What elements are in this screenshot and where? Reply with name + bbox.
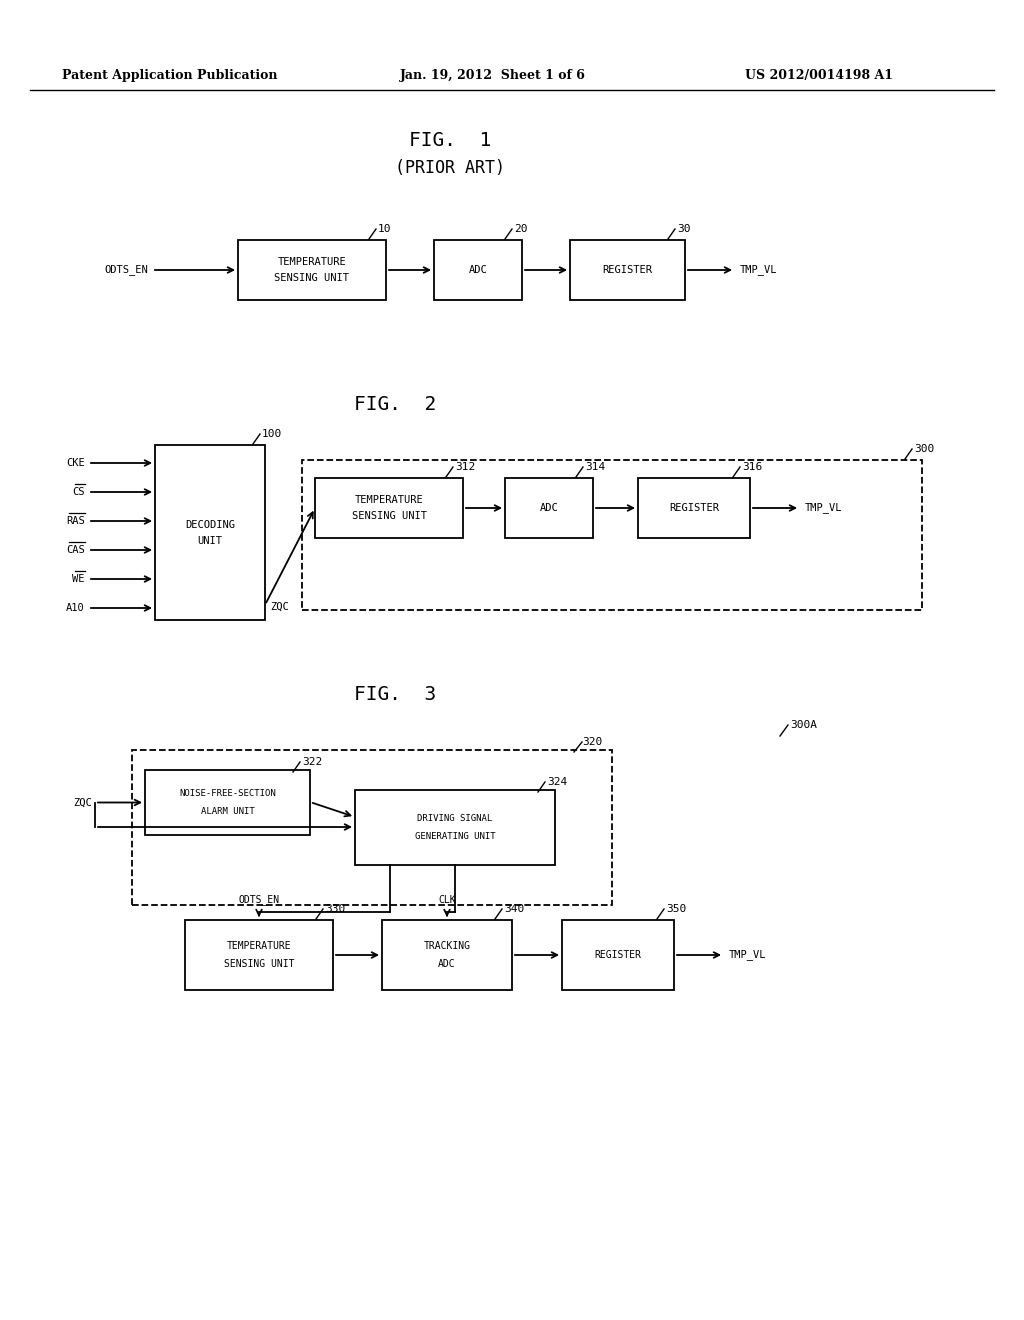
Text: SENSING UNIT: SENSING UNIT: [274, 273, 349, 282]
Text: REGISTER: REGISTER: [602, 265, 652, 275]
Bar: [145, 770, 310, 836]
Text: 10: 10: [378, 224, 391, 234]
Text: 322: 322: [302, 756, 323, 767]
Bar: [570, 240, 685, 300]
Bar: [302, 459, 922, 610]
Text: DECODING: DECODING: [185, 520, 234, 529]
Text: TRACKING: TRACKING: [424, 941, 470, 950]
Text: SENSING UNIT: SENSING UNIT: [351, 511, 427, 521]
Text: REGISTER: REGISTER: [669, 503, 719, 513]
Text: US 2012/0014198 A1: US 2012/0014198 A1: [745, 69, 893, 82]
Text: ODTS_EN: ODTS_EN: [239, 895, 280, 906]
Text: TMP_VL: TMP_VL: [805, 503, 843, 513]
Text: (PRIOR ART): (PRIOR ART): [395, 158, 505, 177]
Text: CS: CS: [73, 487, 85, 498]
Text: GENERATING UNIT: GENERATING UNIT: [415, 832, 496, 841]
Text: 300: 300: [914, 444, 934, 454]
Text: WE: WE: [73, 574, 85, 583]
Text: CKE: CKE: [67, 458, 85, 469]
Text: ZQC: ZQC: [74, 797, 92, 808]
Bar: [638, 478, 750, 539]
Text: 316: 316: [742, 462, 762, 473]
Text: 300A: 300A: [790, 719, 817, 730]
Text: DRIVING SIGNAL: DRIVING SIGNAL: [418, 814, 493, 822]
Text: TMP_VL: TMP_VL: [729, 949, 767, 961]
Bar: [382, 920, 512, 990]
Text: CLK: CLK: [438, 895, 456, 906]
Bar: [185, 920, 333, 990]
Bar: [132, 750, 612, 906]
Text: 314: 314: [585, 462, 605, 473]
Text: 312: 312: [455, 462, 475, 473]
Bar: [155, 445, 265, 620]
Text: TEMPERATURE: TEMPERATURE: [354, 495, 423, 506]
Text: TMP_VL: TMP_VL: [740, 264, 777, 276]
Text: ADC: ADC: [438, 960, 456, 969]
Text: RAS: RAS: [67, 516, 85, 525]
Text: TEMPERATURE: TEMPERATURE: [278, 257, 346, 267]
Text: ALARM UNIT: ALARM UNIT: [201, 807, 254, 816]
Text: 30: 30: [677, 224, 690, 234]
Bar: [355, 789, 555, 865]
Text: 20: 20: [514, 224, 527, 234]
Text: Jan. 19, 2012  Sheet 1 of 6: Jan. 19, 2012 Sheet 1 of 6: [400, 69, 586, 82]
Text: 330: 330: [325, 904, 345, 913]
Text: FIG.  1: FIG. 1: [409, 131, 492, 149]
Text: FIG.  2: FIG. 2: [354, 396, 436, 414]
Text: ADC: ADC: [469, 265, 487, 275]
Text: UNIT: UNIT: [198, 536, 222, 545]
Text: CAS: CAS: [67, 545, 85, 554]
Text: ADC: ADC: [540, 503, 558, 513]
Text: ODTS_EN: ODTS_EN: [104, 264, 148, 276]
Text: TEMPERATURE: TEMPERATURE: [226, 941, 291, 950]
Text: 350: 350: [666, 904, 686, 913]
Text: SENSING UNIT: SENSING UNIT: [224, 960, 294, 969]
Text: A10: A10: [67, 603, 85, 612]
Text: Patent Application Publication: Patent Application Publication: [62, 69, 278, 82]
Bar: [505, 478, 593, 539]
Text: FIG.  3: FIG. 3: [354, 685, 436, 705]
Bar: [434, 240, 522, 300]
Text: 340: 340: [504, 904, 524, 913]
Text: ZQC: ZQC: [270, 602, 289, 612]
Text: 100: 100: [262, 429, 283, 440]
Text: NOISE-FREE-SECTION: NOISE-FREE-SECTION: [179, 789, 275, 799]
Text: 324: 324: [547, 777, 567, 787]
Bar: [315, 478, 463, 539]
Bar: [238, 240, 386, 300]
Bar: [562, 920, 674, 990]
Text: REGISTER: REGISTER: [595, 950, 641, 960]
Text: 320: 320: [582, 737, 602, 747]
